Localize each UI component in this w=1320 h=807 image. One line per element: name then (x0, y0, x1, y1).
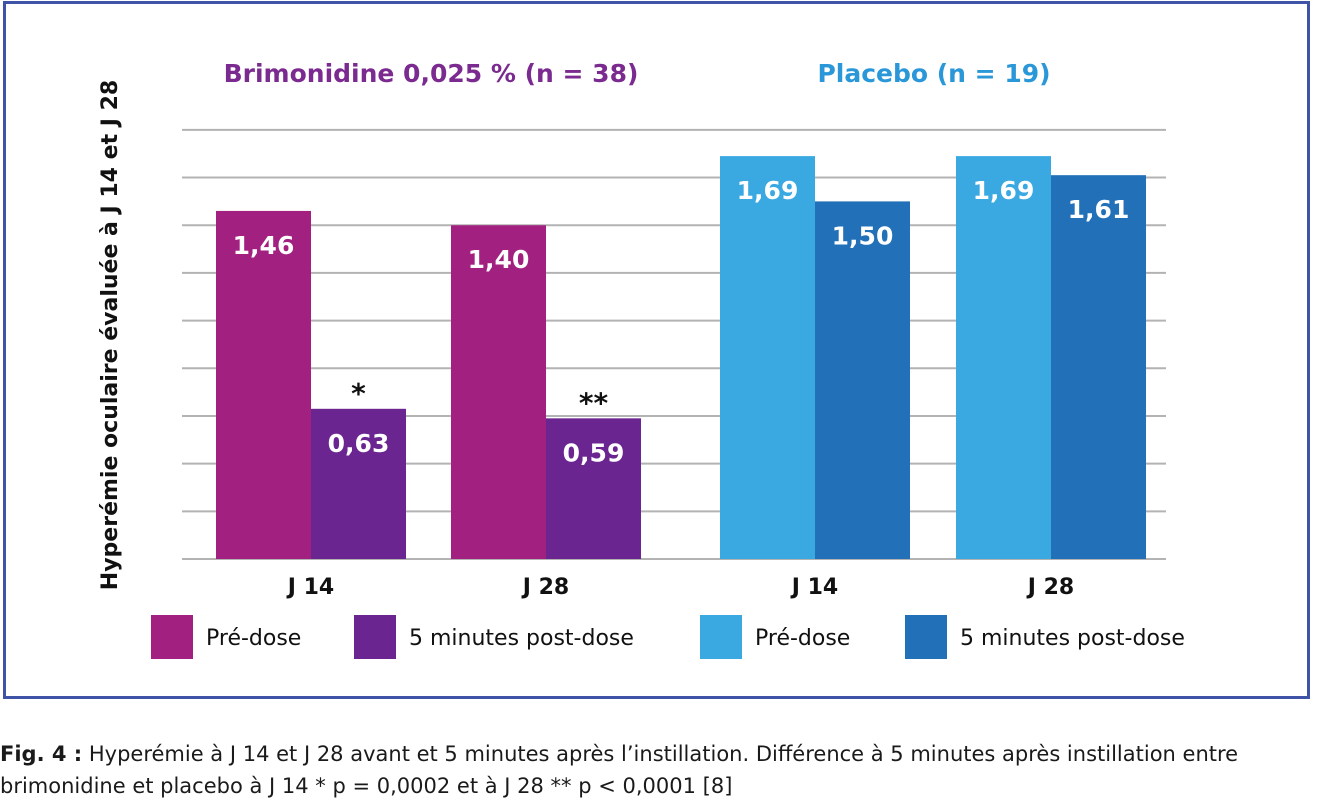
caption-text: Hyperémie à J 14 et J 28 avant et 5 minu… (0, 742, 1239, 798)
bar (720, 156, 815, 559)
legend-label: 5 minutes post-dose (409, 626, 634, 651)
group-title: Brimonidine 0,025 % (n = 38) (224, 59, 639, 88)
bar (815, 201, 910, 559)
bar (311, 408, 406, 559)
legend-label: 5 minutes post-dose (960, 626, 1185, 651)
bar (956, 156, 1051, 559)
bar-value-label: 1,69 (737, 176, 799, 205)
legend-swatch (354, 615, 396, 659)
bar-value-label: 1,61 (1068, 195, 1130, 224)
bar (546, 418, 641, 559)
group-title: Placebo (n = 19) (817, 59, 1050, 88)
legend-swatch (905, 615, 947, 659)
caption-label: Fig. 4 : (0, 742, 83, 766)
legend-label: Pré-dose (755, 626, 850, 651)
bar-value-label: 1,50 (832, 221, 894, 250)
bar-value-label: 1,40 (468, 245, 530, 274)
x-tick-label: J 28 (1026, 575, 1074, 600)
x-tick-label: J 28 (521, 575, 569, 600)
legend-label: Pré-dose (206, 626, 301, 651)
significance-marker: ** (579, 386, 609, 419)
figure-caption: Fig. 4 : Hyperémie à J 14 et J 28 avant … (0, 738, 1320, 802)
bar (1051, 175, 1146, 559)
legend-swatch (700, 615, 742, 659)
bar (216, 210, 311, 559)
bar-value-label: 0,59 (563, 438, 625, 467)
bar-value-label: 0,63 (328, 429, 390, 458)
x-tick-label: J 14 (286, 575, 334, 600)
legend-swatch (151, 615, 193, 659)
bar-chart: Hyperémie oculaire évaluée à J 14 et J 2… (98, 59, 1185, 659)
y-axis-label: Hyperémie oculaire évaluée à J 14 et J 2… (98, 80, 123, 590)
bar-value-label: 1,46 (233, 231, 295, 260)
bar (451, 225, 546, 560)
significance-marker: * (351, 377, 366, 410)
x-tick-label: J 14 (790, 575, 838, 600)
bar-value-label: 1,69 (973, 176, 1035, 205)
